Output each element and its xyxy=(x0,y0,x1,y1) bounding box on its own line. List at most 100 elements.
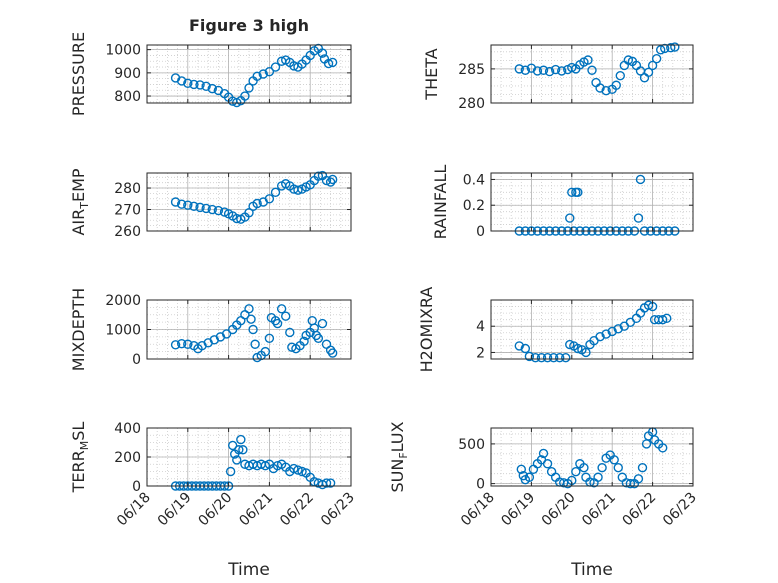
data-point xyxy=(234,445,244,455)
data-point xyxy=(538,65,549,75)
data-point xyxy=(542,352,553,363)
data-point xyxy=(293,185,303,195)
y-tick-label: 0 xyxy=(476,224,485,240)
x-axis-label: Time xyxy=(227,560,270,580)
data-point xyxy=(526,63,537,73)
y-tick-label: 260 xyxy=(114,224,141,240)
axes-box xyxy=(146,44,352,104)
data-point xyxy=(170,340,181,350)
data-point xyxy=(321,175,332,186)
x-tick-label: 06/23 xyxy=(318,490,358,530)
data-point xyxy=(520,65,531,75)
data-point xyxy=(260,346,271,357)
data-point xyxy=(542,459,553,469)
data-point xyxy=(227,440,238,451)
data-point xyxy=(270,187,281,198)
data-point xyxy=(567,187,577,198)
data-point xyxy=(607,326,617,337)
data-point xyxy=(660,43,670,54)
y-tick-label: 0 xyxy=(132,352,141,368)
subplot-4: 0 0.2 0.4 RAINFALL xyxy=(431,165,694,240)
data-point xyxy=(532,66,543,76)
data-point xyxy=(238,445,248,455)
data-point xyxy=(633,474,644,484)
y-tick-label: 285 xyxy=(458,62,485,78)
y-axis-label: SUNFLUX xyxy=(388,421,410,492)
data-point xyxy=(613,324,623,334)
data-point xyxy=(583,55,593,65)
data-point xyxy=(327,174,338,185)
data-series xyxy=(170,304,338,363)
y-tick-label: 2 xyxy=(476,345,485,361)
y-tick-label: 0.4 xyxy=(463,172,485,188)
x-tick-label: 06/18 xyxy=(114,490,154,530)
data-point xyxy=(201,203,211,214)
data-point xyxy=(561,352,571,363)
data-point xyxy=(297,466,307,477)
data-point xyxy=(559,478,569,488)
data-point xyxy=(595,332,605,342)
data-point xyxy=(611,80,621,90)
data-point xyxy=(276,304,287,314)
x-tick-label: 06/21 xyxy=(236,490,276,530)
data-series xyxy=(170,170,338,224)
data-point xyxy=(207,83,217,94)
y-tick-label: 1000 xyxy=(105,43,141,59)
data-point xyxy=(609,455,619,465)
data-point xyxy=(554,352,565,363)
data-point xyxy=(524,472,535,482)
y-axis-label: THETA xyxy=(422,48,441,100)
data-point xyxy=(323,58,334,69)
data-point xyxy=(313,333,324,344)
y-tick-label: 0 xyxy=(132,479,141,495)
data-point xyxy=(258,69,268,79)
data-series xyxy=(514,300,672,363)
data-point xyxy=(635,174,646,185)
data-point xyxy=(613,463,623,473)
data-series xyxy=(514,42,680,96)
data-point xyxy=(625,478,636,489)
y-tick-label: 280 xyxy=(458,96,485,112)
data-point xyxy=(571,466,581,477)
data-point xyxy=(647,60,658,71)
data-point xyxy=(658,314,668,325)
data-point xyxy=(285,327,295,338)
data-point xyxy=(195,80,205,90)
data-point xyxy=(544,66,555,77)
data-point xyxy=(317,318,328,329)
data-point xyxy=(213,205,224,216)
data-point xyxy=(666,43,676,53)
data-point xyxy=(658,443,668,453)
x-tick-label: 06/22 xyxy=(620,490,660,530)
y-tick-label: 900 xyxy=(114,66,141,82)
data-point xyxy=(293,465,303,475)
x-tick-label: 06/21 xyxy=(579,490,619,530)
data-point xyxy=(327,348,338,358)
data-point xyxy=(317,48,328,58)
data-point xyxy=(207,204,217,215)
data-point xyxy=(633,213,644,223)
y-axis-label: TERRMSL xyxy=(69,422,91,494)
y-tick-label: 270 xyxy=(114,203,141,219)
axes-box xyxy=(490,44,694,104)
y-axis-label: H2OMIXRA xyxy=(417,287,436,373)
data-series xyxy=(170,43,338,108)
data-point xyxy=(189,201,199,211)
data-point xyxy=(299,336,309,346)
data-point xyxy=(548,352,559,363)
data-point xyxy=(221,329,232,339)
data-point xyxy=(565,339,575,350)
data-point xyxy=(244,304,254,314)
data-point xyxy=(565,213,575,223)
data-point xyxy=(597,463,607,473)
data-point xyxy=(244,208,254,218)
x-tick-label: 06/18 xyxy=(458,490,498,530)
data-point xyxy=(514,64,524,74)
data-point xyxy=(246,314,256,324)
y-tick-label: 2000 xyxy=(105,293,141,309)
data-point xyxy=(557,66,567,76)
data-point xyxy=(264,333,275,344)
data-point xyxy=(189,79,199,90)
data-point xyxy=(595,83,605,93)
